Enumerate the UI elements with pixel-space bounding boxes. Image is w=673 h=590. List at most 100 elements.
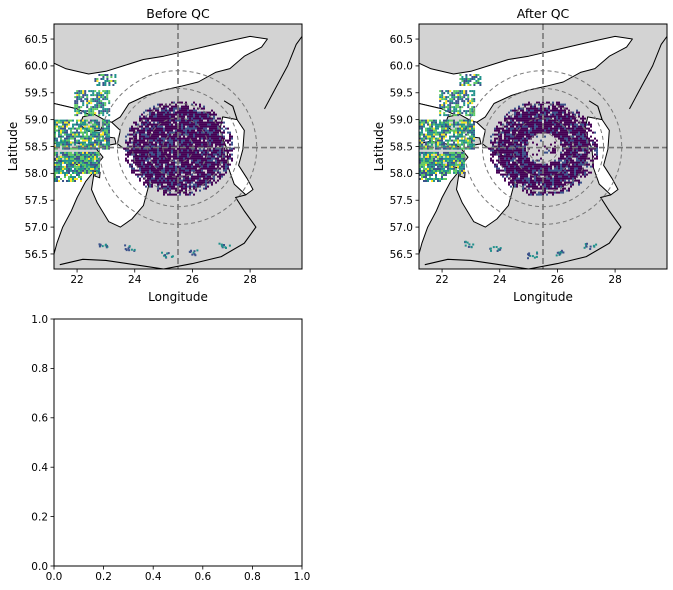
radar-pixel	[203, 111, 205, 114]
radar-pixel	[437, 157, 439, 160]
radar-pixel	[560, 121, 562, 124]
radar-pixel	[498, 161, 500, 164]
radar-pixel	[171, 183, 173, 186]
radar-pixel	[78, 127, 80, 130]
radar-pixel	[76, 98, 79, 101]
radar-pixel	[550, 169, 552, 172]
radar-pixel	[465, 78, 468, 80]
radar-pixel	[137, 159, 139, 162]
radar-pixel	[217, 141, 219, 144]
radar-pixel	[584, 117, 586, 120]
radar-pixel	[167, 155, 169, 158]
radar-pixel	[56, 145, 58, 148]
radar-pixel	[219, 151, 221, 154]
radar-pixel	[173, 145, 175, 148]
radar-pixel	[155, 163, 157, 166]
radar-pixel	[592, 141, 594, 144]
radar-pixel	[131, 125, 133, 128]
radar-pixel	[542, 183, 544, 186]
radar-pixel	[215, 149, 217, 152]
radar-pixel	[151, 123, 153, 126]
radar-pixel	[183, 117, 185, 120]
radar-pixel	[167, 193, 169, 196]
radar-pixel	[568, 119, 570, 122]
radar-pixel	[163, 177, 165, 180]
radar-pixel	[419, 147, 421, 150]
radar-pixel	[151, 109, 153, 112]
radar-pixel	[94, 108, 97, 111]
radar-pixel	[145, 159, 147, 162]
radar-pixel	[56, 178, 58, 180]
radar-pixel	[562, 173, 564, 176]
radar-pixel	[155, 119, 157, 122]
radar-pixel	[506, 145, 508, 148]
radar-pixel	[159, 131, 161, 134]
radar-pixel	[94, 157, 96, 160]
radar-pixel	[502, 169, 504, 172]
radar-pixel	[566, 169, 568, 172]
radar-pixel	[473, 131, 475, 134]
radar-pixel	[161, 153, 163, 156]
radar-pixel	[147, 165, 149, 168]
radar-pixel	[135, 121, 137, 124]
radar-pixel	[88, 121, 90, 124]
radar-pixel	[469, 135, 471, 138]
radar-pixel	[528, 181, 530, 184]
radar-pixel	[199, 129, 201, 132]
radar-pixel	[187, 127, 189, 130]
radar-pixel	[201, 121, 203, 124]
radar-pixel	[92, 141, 94, 144]
radar-pixel	[457, 139, 459, 142]
radar-pixel	[227, 127, 229, 130]
radar-pixel	[522, 123, 524, 126]
radar-pixel	[102, 135, 104, 138]
radar-pixel	[183, 143, 185, 146]
radar-pixel	[165, 185, 167, 188]
radar-pixel	[506, 113, 508, 116]
radar-pixel	[141, 155, 143, 158]
radar-pixel	[572, 173, 574, 176]
radar-pixel	[225, 149, 227, 152]
radar-pixel	[82, 147, 84, 150]
radar-pixel	[151, 159, 153, 162]
radar-pixel	[88, 125, 90, 128]
radar-pixel	[127, 141, 129, 144]
radar-pixel	[532, 163, 534, 166]
radar-pixel	[147, 123, 149, 126]
radar-pixel	[181, 109, 183, 112]
radar-pixel	[72, 119, 74, 122]
radar-pixel	[211, 157, 213, 160]
radar-pixel	[86, 163, 88, 166]
radar-pixel	[161, 143, 163, 146]
radar-pixel	[536, 111, 538, 114]
radar-pixel	[104, 98, 107, 101]
radar-pixel	[453, 143, 455, 146]
radar-pixel	[189, 181, 191, 184]
radar-pixel	[82, 104, 85, 107]
radar-pixel	[195, 113, 197, 116]
radar-pixel	[80, 180, 82, 182]
radar-pixel	[538, 103, 540, 106]
radar-pixel	[155, 115, 157, 118]
radar-pixel	[427, 135, 429, 138]
radar-pixel	[584, 137, 586, 140]
radar-pixel	[467, 141, 469, 144]
radar-pixel	[143, 123, 145, 126]
radar-pixel	[578, 179, 580, 182]
radar-pixel	[80, 100, 83, 103]
radar-pixel	[173, 177, 175, 180]
radar-pixel	[538, 127, 540, 130]
radar-pixel	[534, 117, 536, 120]
radar-pixel	[431, 119, 433, 122]
radar-pixel	[96, 80, 99, 82]
radar-pixel	[181, 183, 183, 186]
radar-pixel	[201, 119, 203, 122]
radar-pixel	[544, 179, 546, 182]
radar-pixel	[536, 107, 538, 110]
radar-pixel	[556, 125, 558, 128]
radar-pixel	[518, 107, 520, 110]
radar-pixel	[161, 133, 163, 136]
radar-pixel	[191, 147, 193, 150]
radar-pixel	[124, 248, 127, 250]
radar-pixel	[562, 145, 564, 148]
